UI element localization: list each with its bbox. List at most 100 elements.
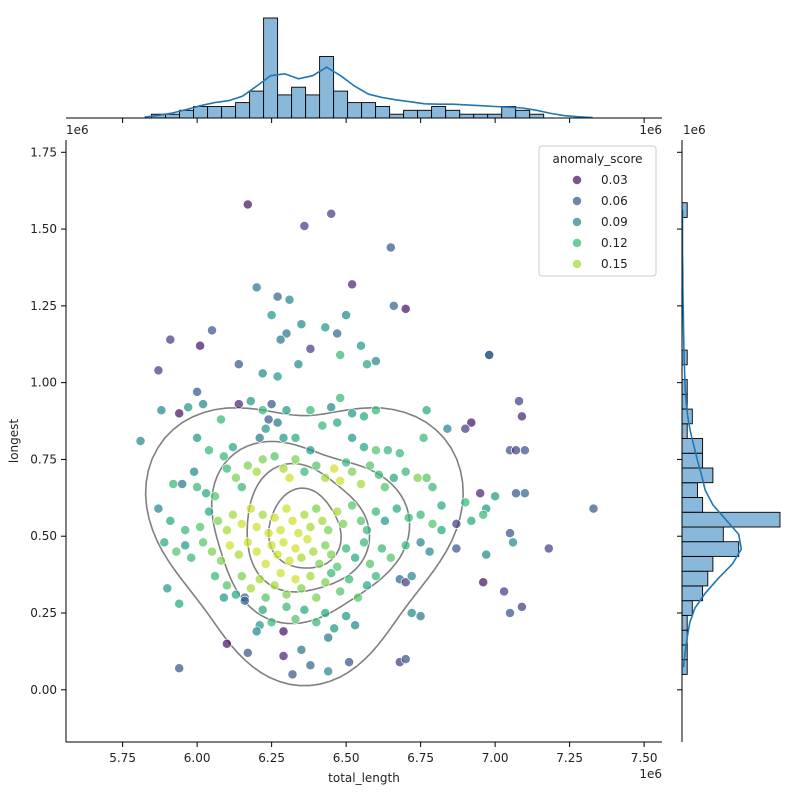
legend-marker [572,196,582,206]
scatter-point [511,445,521,456]
legend-marker [572,217,582,227]
scatter-point [266,540,277,551]
scatter-point [311,617,322,628]
scatter-point [257,405,268,416]
y-tick-label: 1.00 [30,376,57,390]
top-histogram-bar [333,90,349,119]
scatter-point [356,515,366,526]
scatter-point [171,546,182,557]
scatter-point [365,460,375,471]
top-marginal-histogram: 1e6 [66,17,662,137]
scatter-point [323,525,334,536]
scatter-point [400,540,411,551]
scatter-point [317,515,328,526]
legend-marker [572,238,582,248]
scatter-point [379,515,390,526]
right-histogram-bar [681,600,693,616]
scatter-point [427,518,438,529]
legend-label: 0.12 [601,236,628,250]
scatter-point [415,611,426,622]
scatter-point [195,522,206,532]
scatter-point [362,525,372,536]
y-tick-label: 0.00 [30,683,57,697]
scatter-point [335,475,346,486]
right-histogram-bar [681,570,709,587]
top-histogram-bar [487,113,503,119]
scatter-point [272,291,283,302]
scatter-point [400,466,411,477]
scatter-point [370,405,381,416]
scatter-point [519,488,530,499]
scatter-point [254,432,265,443]
scatter-point [210,491,220,502]
scatter-point [385,242,396,253]
scatter-point [168,479,179,489]
legend-title: anomaly_score [552,152,642,166]
scatter-point [320,540,331,551]
y-tick-label: 1.75 [30,145,57,159]
y-tick-label: 1.50 [30,222,57,236]
top-histogram-bar [431,106,447,119]
scatter-point [338,518,349,529]
scatter-point [180,540,191,551]
scatter-point [341,310,352,321]
scatter-point [296,583,307,594]
scatter-point [359,442,369,453]
scatter-point [359,411,369,422]
scatter-point [305,522,316,532]
top-histogram-bar [277,94,293,119]
top-histogram-bar [207,106,223,119]
scatter-point [412,472,423,483]
scatter-point [296,644,307,655]
scatter-point [165,515,176,526]
scatter-point [323,666,334,677]
top-histogram-bar [249,90,265,119]
scatter-point [296,319,307,330]
scatter-point [436,500,447,511]
top-histogram-bar [235,102,251,119]
scatter-point [275,525,286,536]
scatter-point [227,509,238,520]
scatter-point [350,552,361,563]
x-tick-label: 6.75 [407,751,434,765]
scatter-point [511,488,521,499]
scatter-point [382,445,393,456]
scatter-point [218,592,229,603]
scatter-point [272,549,283,560]
top-histogram-bar [375,106,391,119]
scatter-point [323,632,334,643]
top-histogram-bar [445,109,461,119]
top-kde-line [144,66,593,119]
right-histogram-bar [681,615,688,631]
scatter-point [207,546,217,557]
top-histogram-bar [263,17,279,119]
scatter-point [260,558,271,569]
scatter-point [341,457,352,468]
scatter-point [174,598,185,609]
top-histogram-bar [193,106,208,119]
scatter-point [251,626,262,637]
scatter-point [305,571,316,582]
scatter-point [305,660,316,671]
scatter-point [415,509,426,520]
scatter-point [257,604,268,615]
scatter-point [400,654,411,665]
scatter-point [204,506,214,517]
scatter-point [442,423,453,434]
scatter-point [451,518,462,529]
scatter-point [305,343,316,354]
scatter-point [216,555,226,566]
scatter-point [505,608,515,618]
scatter-point [204,445,214,456]
scatter-point [466,515,477,526]
scatter-point [281,601,292,612]
scatter-point [344,657,355,668]
right-histogram-bar [681,423,688,439]
scatter-point [308,546,319,557]
scatter-point [299,221,310,231]
scatter-point [245,583,256,594]
scatter-point [305,445,316,456]
scatter-point [388,300,399,311]
scatter-point [224,540,235,551]
